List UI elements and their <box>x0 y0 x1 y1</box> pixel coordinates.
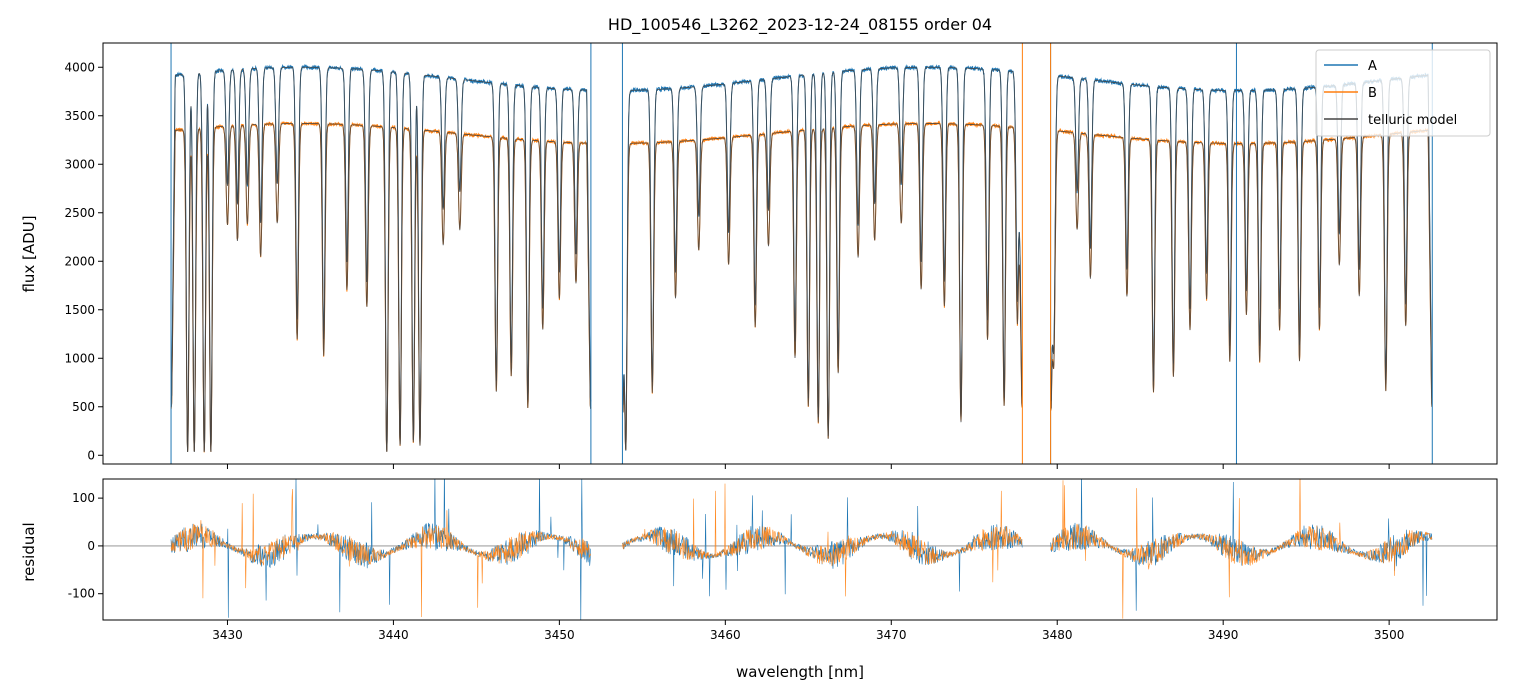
chart-title: HD_100546_L3262_2023-12-24_08155 order 0… <box>608 15 992 35</box>
spectrum-y-tick-label: 3500 <box>64 109 95 123</box>
spectrum-y-tick-label: 500 <box>72 400 95 414</box>
residual-y-tick-label: 0 <box>87 539 95 553</box>
residual-x-tick-label: 3500 <box>1374 628 1405 642</box>
spectrum-y-tick-label: 1000 <box>64 351 95 365</box>
spectrum-y-tick-label: 1500 <box>64 303 95 317</box>
spectrum-y-tick-label: 2000 <box>64 254 95 268</box>
residual-x-tick-label: 3440 <box>378 628 409 642</box>
spectrum-y-tick-label: 2500 <box>64 206 95 220</box>
residual-axes-frame <box>102 478 1498 621</box>
residual-a-line <box>170 479 1433 620</box>
spectrum-x-ticks <box>226 464 1390 469</box>
spectrum-y-tick-label: 3000 <box>64 157 95 171</box>
residual-x-tick-label: 3450 <box>544 628 575 642</box>
residual-y-tick-label: -100 <box>68 587 95 601</box>
spectrum-plot-area <box>170 43 1433 464</box>
residual-x-tick-label: 3470 <box>876 628 907 642</box>
legend-label-a: A <box>1368 59 1377 74</box>
residual-y-ticks: -100 0 100 <box>68 491 103 601</box>
spectrum-y-tick-label: 0 <box>87 448 95 462</box>
residual-x-tick-label: 3490 <box>1208 628 1239 642</box>
residual-x-tick-label: 3430 <box>212 628 243 642</box>
legend-box <box>1315 49 1491 137</box>
residual-x-tick-label: 3480 <box>1042 628 1073 642</box>
legend: A B telluric model <box>1315 49 1491 137</box>
residual-y-tick-label: 100 <box>72 491 95 505</box>
spectrum-y-axis-label: flux [ADU] <box>20 215 38 292</box>
series-b-line <box>170 120 1433 453</box>
spectrum-y-ticks: 0 500 1000 1500 2000 2500 3000 3500 4000 <box>64 60 103 462</box>
residual-b-line <box>170 479 1433 619</box>
spectrum-panel: 0 500 1000 1500 2000 2500 3000 3500 4000 flux [A… <box>20 42 1498 469</box>
residual-panel: -100 0 100 3430 3440 3450 3460 3470 3480 3490 350… <box>20 478 1498 681</box>
x-axis-label: wavelength [nm] <box>736 663 864 681</box>
spectrum-y-tick-label: 4000 <box>64 60 95 74</box>
series-a-line <box>170 63 1433 453</box>
residual-x-ticks: 3430 3440 3450 3460 3470 3480 3490 3500 <box>212 620 1404 642</box>
spectrum-axes-frame <box>102 42 1498 465</box>
legend-label-b: B <box>1368 86 1377 101</box>
legend-label-telluric: telluric model <box>1368 113 1457 128</box>
residual-plot-area <box>103 479 1497 620</box>
residual-y-axis-label: residual <box>20 522 38 581</box>
telluric-model-b-line <box>170 123 1433 453</box>
residual-x-tick-label: 3460 <box>710 628 741 642</box>
